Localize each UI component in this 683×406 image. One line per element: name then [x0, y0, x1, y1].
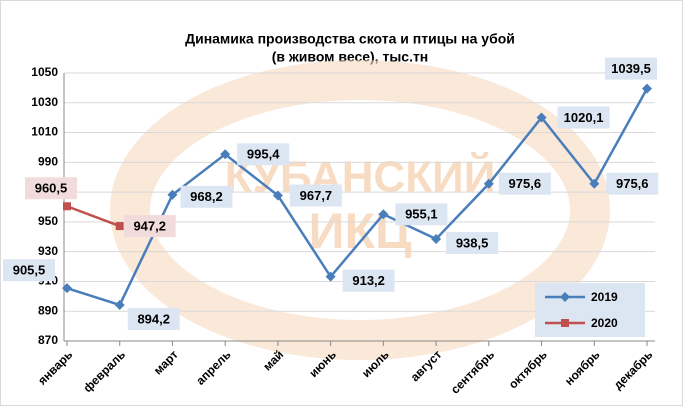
series-line	[66, 88, 649, 307]
value-label: 995,4	[247, 147, 280, 162]
value-label-bg	[395, 203, 448, 226]
y-tick-label: 1010	[31, 125, 58, 139]
y-tick-label: 990	[38, 155, 58, 169]
marker	[220, 149, 231, 160]
y-tick-label: 890	[38, 303, 58, 317]
value-label-bg	[342, 269, 395, 292]
y-tick-label: 950	[38, 214, 58, 228]
y-tick-label: 1050	[31, 65, 58, 79]
value-label-bg	[123, 215, 176, 238]
legend-marker	[560, 292, 570, 302]
legend-box	[535, 283, 645, 337]
chart-subtitle: (в живом весе), тыс.тн	[272, 49, 429, 65]
value-label: 894,2	[137, 311, 170, 326]
marker	[431, 234, 442, 245]
value-label: 975,6	[509, 176, 542, 191]
marker	[272, 190, 283, 201]
marker	[642, 83, 652, 94]
chart-title: Динамика производства скота и птицы на у…	[185, 31, 515, 47]
value-label-bg	[127, 307, 180, 330]
value-label-bg	[289, 184, 342, 207]
y-tick-label: 930	[38, 244, 58, 258]
value-label-bg	[498, 172, 551, 195]
marker	[63, 202, 71, 211]
value-label-bg	[25, 177, 77, 200]
value-label: 1039,5	[611, 61, 651, 76]
series-line	[66, 205, 121, 228]
marker	[378, 209, 389, 220]
marker	[483, 178, 494, 189]
value-label: 955,1	[405, 207, 438, 222]
watermark: ИКЦ	[309, 203, 412, 259]
y-tick-label: 870	[38, 333, 58, 347]
value-label: 947,2	[133, 218, 166, 233]
value-label-bg	[557, 106, 610, 129]
marker	[167, 189, 178, 200]
marker	[536, 112, 547, 123]
value-label-bg	[605, 57, 657, 80]
marker	[114, 299, 125, 310]
value-label: 967,7	[300, 188, 333, 203]
value-label-bg	[180, 185, 233, 208]
legend-label: 2019	[591, 290, 618, 304]
marker	[325, 271, 336, 282]
value-label: 913,2	[352, 273, 385, 288]
value-label: 938,5	[456, 235, 489, 250]
y-tick-label: 1030	[31, 95, 58, 109]
marker	[115, 222, 124, 231]
marker	[589, 178, 600, 189]
value-label: 905,5	[13, 263, 46, 278]
value-label: 960,5	[35, 181, 68, 196]
value-label-bg	[237, 143, 290, 166]
value-label: 968,2	[190, 189, 223, 204]
marker	[62, 283, 72, 294]
value-label-bg	[3, 259, 55, 282]
value-label: 975,6	[616, 176, 649, 191]
value-label-bg	[606, 172, 659, 195]
value-label: 1020,1	[564, 110, 604, 125]
legend-label: 2020	[591, 316, 618, 330]
watermark-emblem	[110, 60, 610, 360]
legend-marker	[561, 319, 569, 327]
value-label-bg	[446, 232, 499, 255]
